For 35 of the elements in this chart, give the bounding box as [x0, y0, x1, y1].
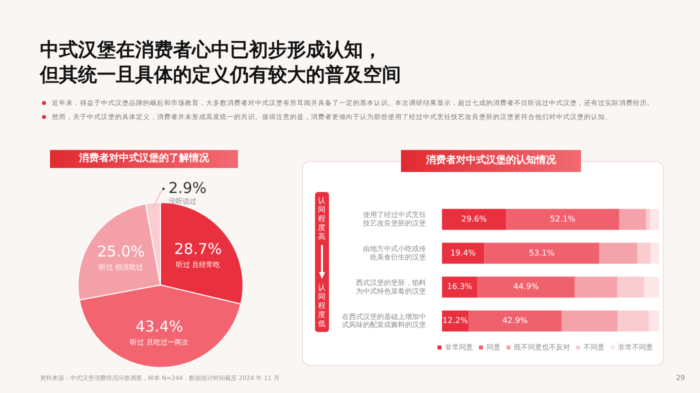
bar: [574, 276, 618, 298]
bar: [637, 242, 651, 264]
data-label: 53.1%: [529, 248, 555, 258]
bar: [442, 242, 484, 264]
data-label: 29.6%: [461, 214, 488, 224]
text: 中式汉堡在消费者心中已初步形成认知，: [40, 38, 383, 63]
bar: [562, 310, 618, 332]
bar: [618, 310, 649, 332]
chart-title: 消费者对中式汉堡的认知情况: [401, 150, 581, 172]
data-label: 16.3%: [446, 282, 473, 292]
bar: [619, 208, 646, 230]
data-label: 25.0%: [97, 242, 145, 261]
text: 但其统一且具体的定义仍有较大的普及空间: [40, 63, 402, 88]
data-label: 42.9%: [502, 316, 528, 326]
data-label: 12.2%: [442, 316, 468, 326]
bar: [468, 310, 562, 332]
data-label: 2.9%: [168, 178, 207, 197]
bar: [442, 208, 506, 230]
data-label: 43.4%: [135, 318, 184, 336]
bar: [644, 276, 659, 298]
bar: [442, 276, 478, 298]
bar: [506, 208, 620, 230]
bar: [599, 242, 638, 264]
bar: [646, 208, 650, 230]
bar: [484, 242, 600, 264]
bar: [650, 208, 659, 230]
bar: [650, 242, 659, 264]
chart-title: 消费者对中式汉堡的了解情况: [50, 150, 238, 168]
data-label: 19.4%: [450, 248, 476, 258]
bar: [617, 276, 644, 298]
bar: [477, 276, 575, 298]
bar: [648, 310, 659, 332]
data-label: 44.9%: [513, 282, 540, 292]
data-label: 28.7%: [174, 240, 222, 258]
data-label: 52.1%: [550, 214, 576, 224]
